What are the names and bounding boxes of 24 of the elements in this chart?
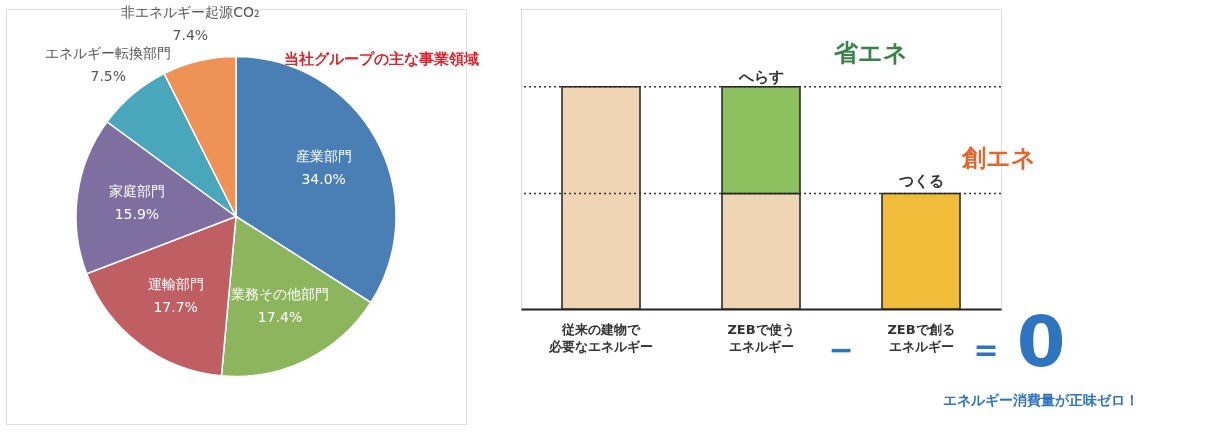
text: へらす: [737, 68, 784, 86]
text: 当社グループの主な事業領域: [283, 50, 479, 68]
data-label: 34.0%: [301, 171, 346, 188]
slice-label: 運輸部門: [147, 276, 204, 293]
text: エネルギー消費量が正味ゼロ！: [943, 392, 1139, 408]
x-tick-label: ZEBで創るエネルギー: [887, 321, 955, 354]
text: 省エネ: [833, 39, 908, 67]
text: 0: [1016, 301, 1066, 383]
data-label: 7.5%: [90, 68, 127, 85]
data-label: 15.9%: [114, 206, 160, 223]
slice-label: 非エネルギー起源CO₂: [121, 3, 260, 20]
annotation: つくる: [897, 172, 944, 190]
slice-label: エネルギー転換部門: [45, 45, 172, 62]
text: =: [973, 332, 999, 367]
x-tick-label: ZEBで使うエネルギー: [727, 321, 795, 354]
slice-label: 業務その他部門: [231, 286, 330, 303]
data-label: 17.4%: [257, 309, 303, 326]
x-tick-label: 従来の建物で必要なエネルギー: [548, 321, 653, 354]
slice-label: 家庭部門: [108, 183, 165, 200]
slice-label: 産業部門: [295, 148, 352, 165]
annotation: 創エネ: [961, 144, 1036, 172]
data-label: 17.7%: [153, 299, 198, 316]
text: −: [828, 332, 854, 367]
data-label: 7.4%: [172, 26, 209, 43]
